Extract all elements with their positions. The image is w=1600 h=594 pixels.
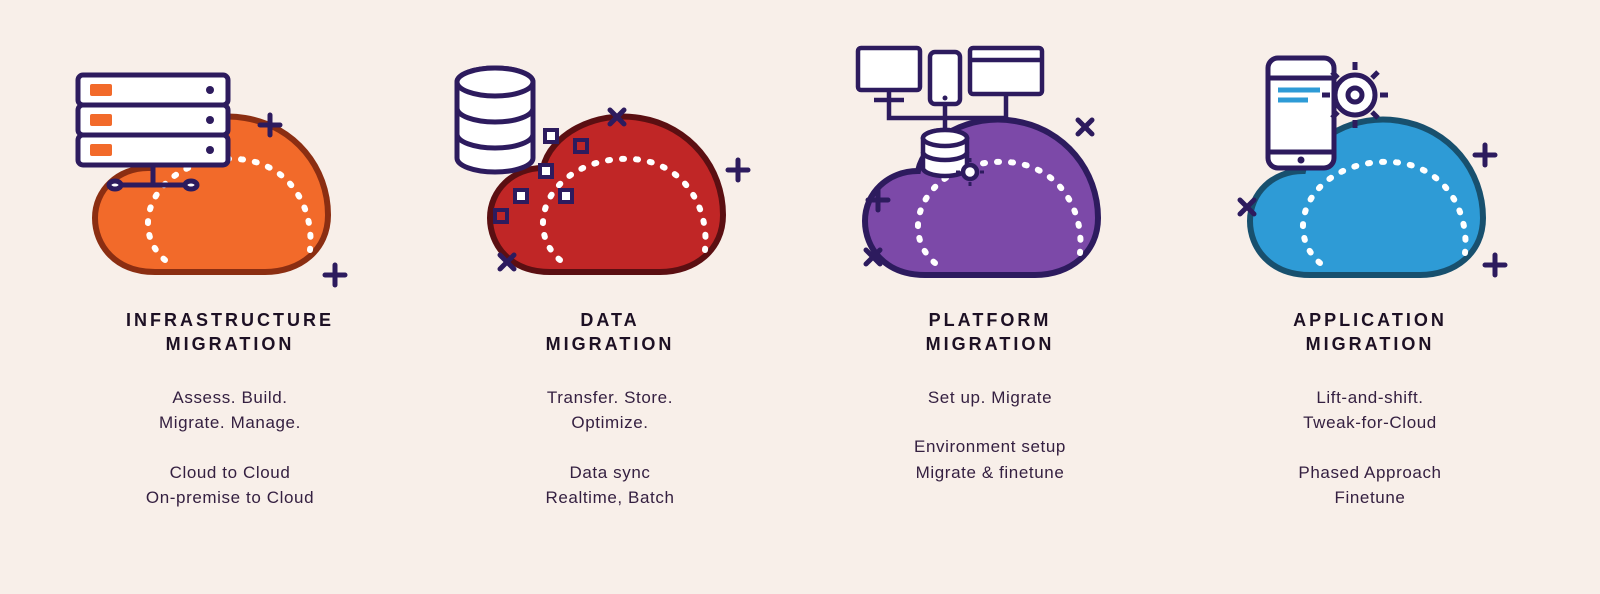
card-data: DATA MIGRATION Transfer. Store. Optimize… bbox=[440, 40, 780, 511]
card-desc-secondary: Environment setup Migrate & finetune bbox=[820, 434, 1160, 485]
title-line: MIGRATION bbox=[166, 334, 295, 354]
platform-illustration bbox=[820, 40, 1160, 290]
card-desc-secondary: Data sync Realtime, Batch bbox=[440, 460, 780, 511]
desc-line: Environment setup bbox=[914, 437, 1066, 456]
title-line: INFRASTRUCTURE bbox=[126, 310, 334, 330]
card-desc-primary: Assess. Build. Migrate. Manage. bbox=[60, 385, 400, 436]
card-title: INFRASTRUCTURE MIGRATION bbox=[60, 308, 400, 357]
card-infrastructure: INFRASTRUCTURE MIGRATION Assess. Build. … bbox=[60, 40, 400, 511]
card-platform: PLATFORM MIGRATION Set up. Migrate Envir… bbox=[820, 40, 1160, 485]
desc-line: Phased Approach bbox=[1298, 463, 1441, 482]
data-illustration bbox=[440, 40, 780, 290]
desc-line: Finetune bbox=[1335, 488, 1406, 507]
desc-line: Set up. Migrate bbox=[928, 388, 1052, 407]
mobile-gear-icon bbox=[1268, 58, 1334, 168]
desc-line: Tweak-for-Cloud bbox=[1303, 413, 1437, 432]
infographic-row: INFRASTRUCTURE MIGRATION Assess. Build. … bbox=[0, 0, 1600, 594]
title-line: APPLICATION bbox=[1293, 310, 1447, 330]
title-line: MIGRATION bbox=[926, 334, 1055, 354]
application-illustration bbox=[1200, 40, 1540, 290]
desc-line: Realtime, Batch bbox=[546, 488, 675, 507]
desc-line: Cloud to Cloud bbox=[170, 463, 291, 482]
desc-line: Migrate. Manage. bbox=[159, 413, 301, 432]
desc-line: Transfer. Store. bbox=[547, 388, 673, 407]
card-title: PLATFORM MIGRATION bbox=[820, 308, 1160, 357]
card-desc-secondary: Phased Approach Finetune bbox=[1200, 460, 1540, 511]
desc-line: On-premise to Cloud bbox=[146, 488, 314, 507]
desc-line: Migrate & finetune bbox=[916, 463, 1065, 482]
title-line: MIGRATION bbox=[1306, 334, 1435, 354]
title-line: DATA bbox=[580, 310, 639, 330]
card-application: APPLICATION MIGRATION Lift-and-shift. Tw… bbox=[1200, 40, 1540, 511]
card-desc-primary: Transfer. Store. Optimize. bbox=[440, 385, 780, 436]
desc-line: Optimize. bbox=[571, 413, 648, 432]
desc-line: Assess. Build. bbox=[172, 388, 287, 407]
card-desc-primary: Lift-and-shift. Tweak-for-Cloud bbox=[1200, 385, 1540, 436]
title-line: PLATFORM bbox=[929, 310, 1052, 330]
desc-line: Data sync bbox=[570, 463, 651, 482]
card-desc-secondary: Cloud to Cloud On-premise to Cloud bbox=[60, 460, 400, 511]
infrastructure-illustration bbox=[60, 40, 400, 290]
card-title: DATA MIGRATION bbox=[440, 308, 780, 357]
title-line: MIGRATION bbox=[546, 334, 675, 354]
desc-line: Lift-and-shift. bbox=[1316, 388, 1423, 407]
card-desc-primary: Set up. Migrate bbox=[820, 385, 1160, 411]
card-title: APPLICATION MIGRATION bbox=[1200, 308, 1540, 357]
database-icon bbox=[457, 68, 533, 172]
